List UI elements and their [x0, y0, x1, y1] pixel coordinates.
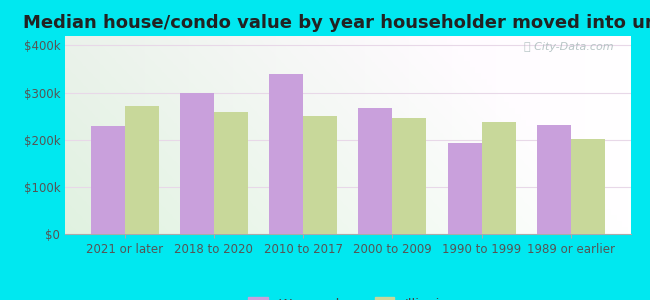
Bar — [358, 108, 393, 234]
Bar — [571, 139, 605, 234]
Bar — [393, 118, 426, 234]
Legend: Wauconda, Illinois: Wauconda, Illinois — [248, 297, 447, 300]
Title: Median house/condo value by year householder moved into unit: Median house/condo value by year househo… — [23, 14, 650, 32]
Bar — [269, 74, 303, 234]
Bar — [214, 112, 248, 234]
Bar — [303, 116, 337, 234]
Bar — [537, 124, 571, 234]
Text: ⓘ City-Data.com: ⓘ City-Data.com — [524, 42, 614, 52]
Bar — [91, 126, 125, 234]
Bar — [180, 93, 214, 234]
Bar — [448, 143, 482, 234]
Bar — [482, 122, 515, 234]
Bar — [125, 106, 159, 234]
